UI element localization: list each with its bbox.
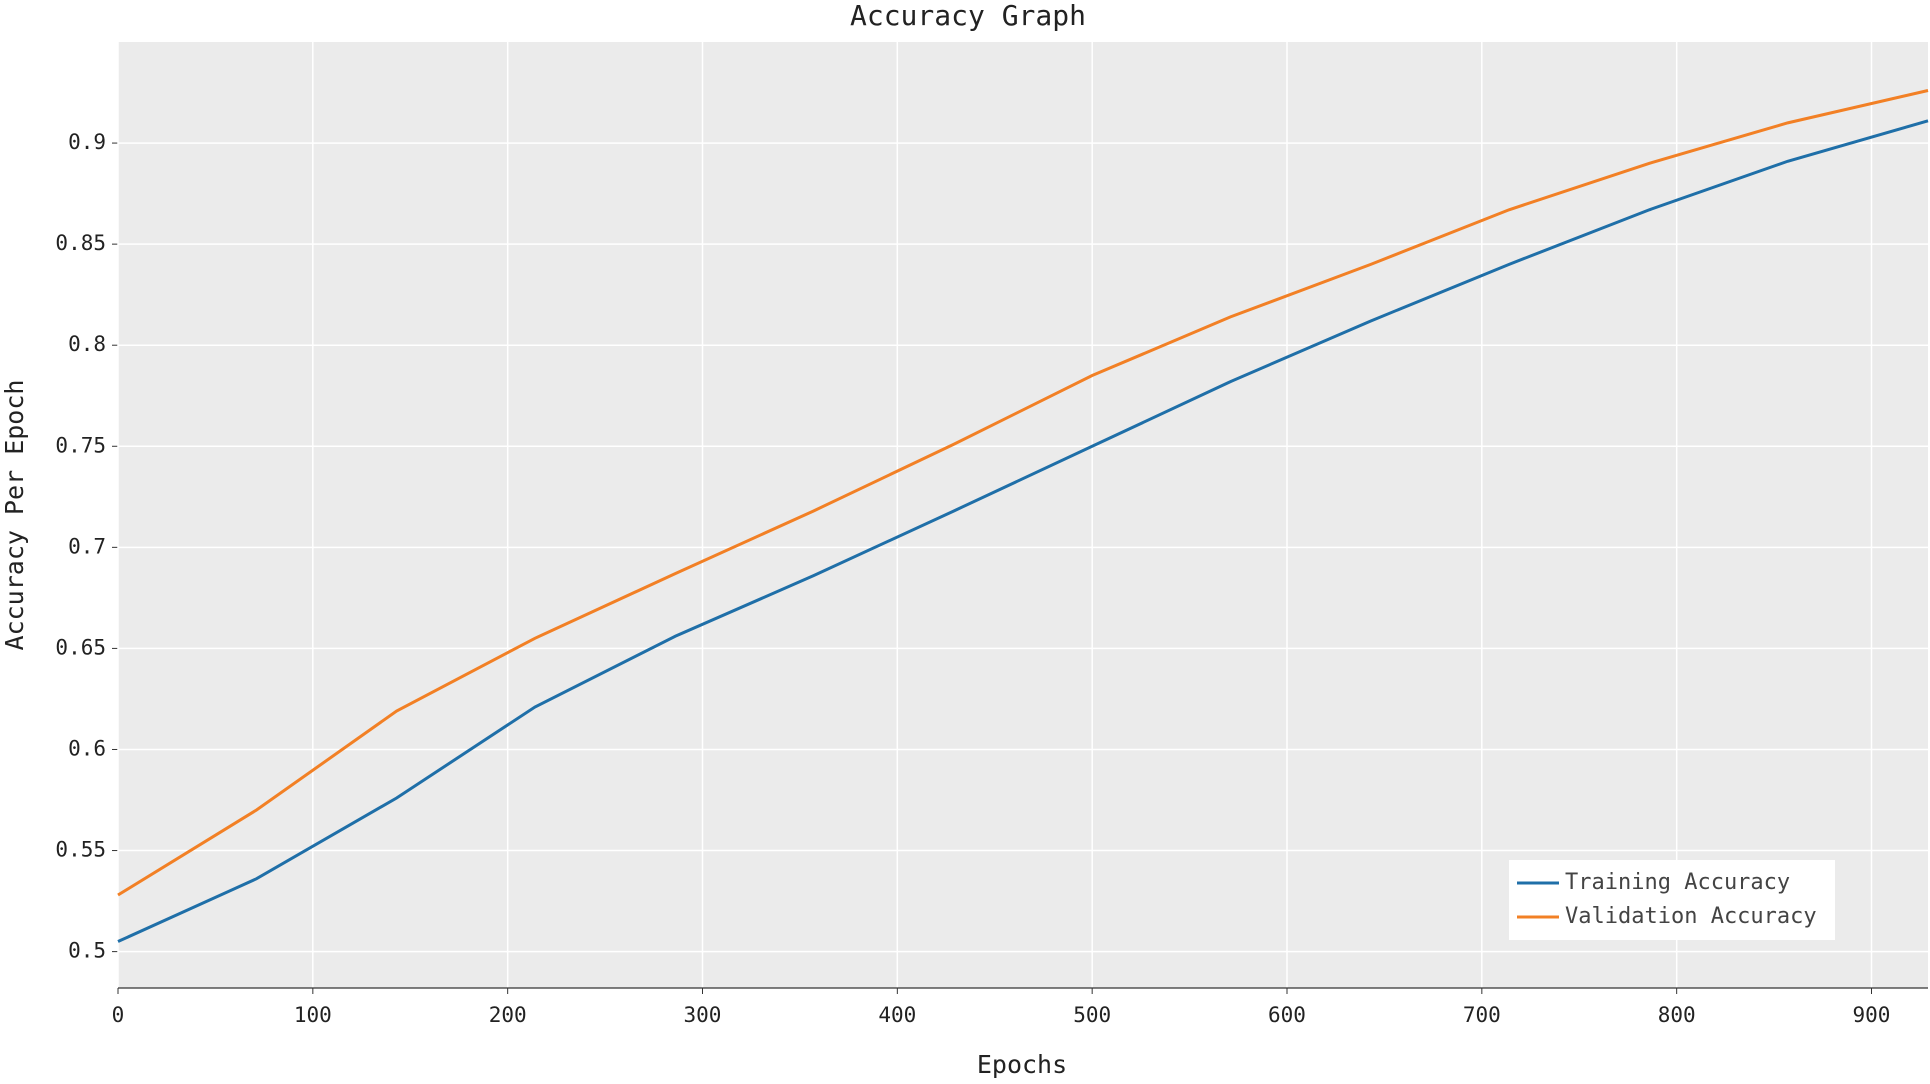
x-tick-label: 200 bbox=[489, 1003, 527, 1027]
legend-box bbox=[1509, 860, 1835, 940]
y-tick-label: 0.8 bbox=[68, 332, 106, 356]
x-axis-label: Epochs bbox=[977, 1050, 1067, 1079]
plot-area bbox=[118, 42, 1928, 988]
y-tick-label: 0.65 bbox=[55, 635, 106, 659]
x-tick-label: 700 bbox=[1463, 1003, 1501, 1027]
x-tick-label: 100 bbox=[294, 1003, 332, 1027]
y-tick-label: 0.7 bbox=[68, 534, 106, 558]
series-line bbox=[117, 119, 1929, 943]
y-tick-label: 0.6 bbox=[68, 736, 106, 760]
x-tick-label: 600 bbox=[1268, 1003, 1306, 1027]
y-tick-label: 0.5 bbox=[68, 939, 106, 963]
y-tick-label: 0.85 bbox=[55, 231, 106, 255]
legend-label: Training Accuracy bbox=[1565, 870, 1790, 895]
y-axis-label: Accuracy Per Epoch bbox=[0, 380, 29, 651]
y-tick-label: 0.75 bbox=[55, 433, 106, 457]
x-tick-label: 500 bbox=[1073, 1003, 1111, 1027]
x-tick-label: 900 bbox=[1853, 1003, 1891, 1027]
chart-title: Accuracy Graph bbox=[850, 0, 1086, 32]
x-tick-label: 0 bbox=[112, 1003, 125, 1027]
legend: Training Accuracy Validation Accuracy bbox=[1509, 860, 1835, 940]
y-tick-label: 0.9 bbox=[68, 130, 106, 154]
x-tick-label: 800 bbox=[1658, 1003, 1696, 1027]
series-line bbox=[117, 89, 1929, 897]
x-tick-label: 400 bbox=[878, 1003, 916, 1027]
y-tick-label: 0.55 bbox=[55, 838, 106, 862]
x-tick-label: 300 bbox=[684, 1003, 722, 1027]
legend-label: Validation Accuracy bbox=[1565, 904, 1817, 929]
